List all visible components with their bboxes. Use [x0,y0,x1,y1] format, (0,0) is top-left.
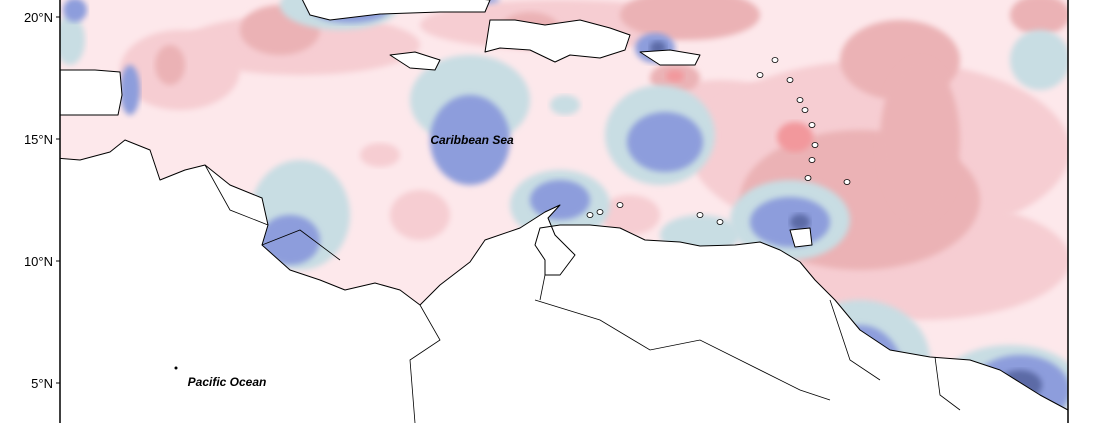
small-island [786,77,794,83]
small-island [804,175,812,181]
anomaly-field [60,0,1068,423]
small-island [771,57,779,63]
sea-label: Caribbean Sea [430,133,514,147]
anomaly-contour [260,215,320,265]
small-island [811,142,819,148]
small-island [843,179,851,185]
anomaly-contour [600,195,660,235]
border [534,299,831,401]
hispaniola [484,19,631,63]
small-island [596,209,604,215]
small-island [756,72,764,78]
anomaly-contour [155,45,185,85]
small-island [586,212,594,218]
anomaly-contour [63,0,87,22]
small-island [716,219,724,225]
border [409,304,441,423]
latitude-label: 5°N [31,376,53,391]
small-island [796,97,804,103]
puerto-rico [639,49,701,66]
latitude-ticks [56,16,60,384]
island-dot [174,366,178,370]
small-island [801,107,809,113]
anomaly-contour [627,112,703,172]
border [261,229,341,261]
small-island [696,212,704,218]
ocean-label: Pacific Ocean [188,375,267,389]
land [60,0,1068,423]
border [539,274,546,301]
anomaly-contour [1010,30,1068,90]
anomaly-contour [550,95,580,115]
latitude-label: 10°N [24,254,53,269]
anomaly-contour [120,65,140,115]
anomaly-contour [880,60,960,220]
anomaly-contour [430,95,510,185]
trinidad [789,227,813,248]
anomaly-contour [777,122,813,152]
cuba [301,0,491,21]
belize [60,69,123,116]
border [934,356,961,411]
small-island [808,157,816,163]
latitude-label: 20°N [24,10,53,25]
anomaly-contour [60,15,85,65]
border [829,299,881,381]
anomaly-contour [530,180,590,220]
mainland [60,139,1068,423]
anomaly-contour [790,214,810,230]
anomaly-contour [620,0,760,40]
small-island [616,202,624,208]
anomaly-contour [390,190,450,240]
map-frame [59,0,1069,423]
border [204,164,269,226]
latitude-label: 15°N [24,132,53,147]
jamaica [389,51,441,71]
small-island [808,122,816,128]
anomaly-contour [360,143,400,167]
anomaly-contour [1010,0,1068,35]
anomaly-contour [666,70,684,82]
